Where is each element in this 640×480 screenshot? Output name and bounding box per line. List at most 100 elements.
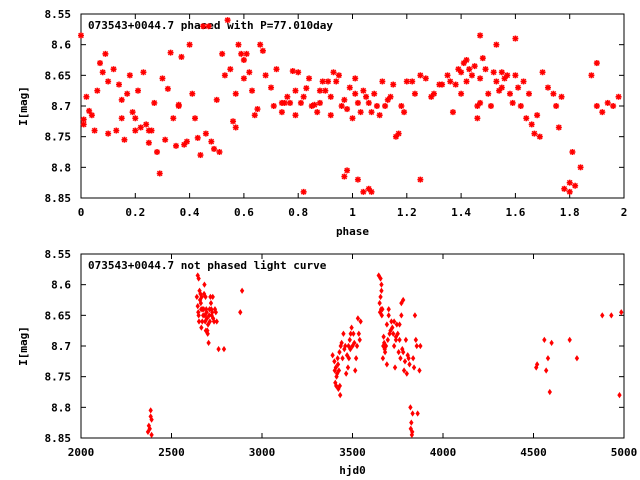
y-tick-label: 8.65 (45, 309, 72, 322)
data-point (297, 99, 304, 106)
data-point (360, 87, 367, 94)
data-point (515, 84, 522, 91)
data-point (214, 318, 219, 325)
data-point (577, 164, 584, 171)
data-point (547, 388, 552, 396)
data-point (447, 78, 454, 85)
data-point (195, 303, 200, 310)
data-point (395, 130, 402, 137)
data-point (341, 173, 348, 180)
data-point (542, 336, 547, 343)
data-point (124, 90, 131, 97)
data-point (137, 124, 144, 131)
data-point (224, 17, 231, 24)
x-tick-label: 2 (621, 206, 628, 219)
data-point (327, 93, 334, 100)
plot-frame (80, 13, 625, 199)
data-point (615, 93, 622, 100)
y-tick-label: 8.55 (45, 248, 72, 261)
data-point (391, 318, 397, 325)
x-tick-label: 5000 (611, 446, 638, 459)
data-point (86, 107, 93, 114)
data-point (460, 60, 467, 67)
data-point (477, 99, 484, 106)
data-point (192, 115, 199, 122)
data-point (333, 364, 339, 371)
data-point (198, 299, 203, 307)
data-point (354, 342, 360, 350)
data-point (281, 99, 288, 106)
data-point (381, 333, 386, 340)
data-point (413, 336, 419, 343)
data-point (143, 121, 150, 128)
data-point (386, 306, 391, 313)
data-point (113, 127, 120, 134)
data-point (376, 112, 383, 119)
y-tick-label: 8.7 (51, 100, 71, 113)
data-point (588, 72, 595, 79)
data-point (468, 72, 475, 79)
data-point (132, 127, 139, 134)
data-point (200, 23, 207, 30)
data-point (208, 299, 214, 307)
data-point (219, 50, 226, 57)
data-point (194, 134, 201, 141)
data-point (493, 41, 500, 48)
data-point (520, 78, 527, 85)
data-point (270, 103, 277, 109)
data-point (349, 324, 354, 331)
data-point (549, 339, 554, 347)
data-point (506, 90, 513, 97)
data-point (186, 41, 193, 48)
data-point (205, 23, 212, 30)
x-tick-label: 3500 (339, 446, 366, 459)
data-point (199, 293, 204, 301)
data-point (335, 355, 340, 362)
data-point (396, 349, 401, 356)
data-point (337, 349, 342, 356)
data-point (336, 367, 342, 374)
data-point (243, 50, 250, 57)
data-point (110, 66, 117, 73)
data-point (593, 60, 600, 67)
data-point (525, 90, 532, 97)
data-point (197, 152, 204, 159)
data-point (308, 103, 315, 109)
data-point (411, 364, 417, 371)
data-point (129, 109, 136, 116)
unphased-light-curve-panel: 2000 2500 3000 3500 4000 4500 5000 8.55 8.6 8.65 8… (17, 248, 637, 477)
data-point (208, 138, 215, 145)
data-point (599, 109, 606, 116)
data-point (338, 103, 345, 109)
data-point (240, 75, 247, 82)
data-point (357, 109, 364, 116)
data-point (444, 72, 451, 79)
data-point (619, 309, 624, 316)
x-tick-label: 3000 (249, 446, 276, 459)
data-point (479, 55, 486, 62)
data-point (333, 78, 340, 85)
data-point (512, 35, 519, 42)
data-point (332, 358, 337, 365)
data-point (600, 312, 605, 319)
data-point (164, 85, 171, 92)
data-point (159, 75, 166, 82)
data-point (458, 90, 465, 97)
data-point (411, 90, 418, 97)
data-point (295, 69, 302, 76)
data-point (536, 133, 543, 140)
data-point (399, 312, 404, 319)
data-point (99, 69, 106, 76)
data-point (140, 69, 147, 76)
x-tick-label: 1 (349, 206, 356, 219)
data-point (178, 53, 185, 60)
data-point (452, 81, 459, 88)
data-point (196, 312, 201, 319)
data-point (91, 127, 98, 134)
data-point (377, 299, 382, 307)
data-point (210, 293, 215, 301)
data-point (357, 336, 362, 343)
x-axis-label: hjd0 (339, 464, 366, 477)
y-tick-label: 8.75 (45, 371, 72, 384)
data-point (292, 112, 299, 119)
